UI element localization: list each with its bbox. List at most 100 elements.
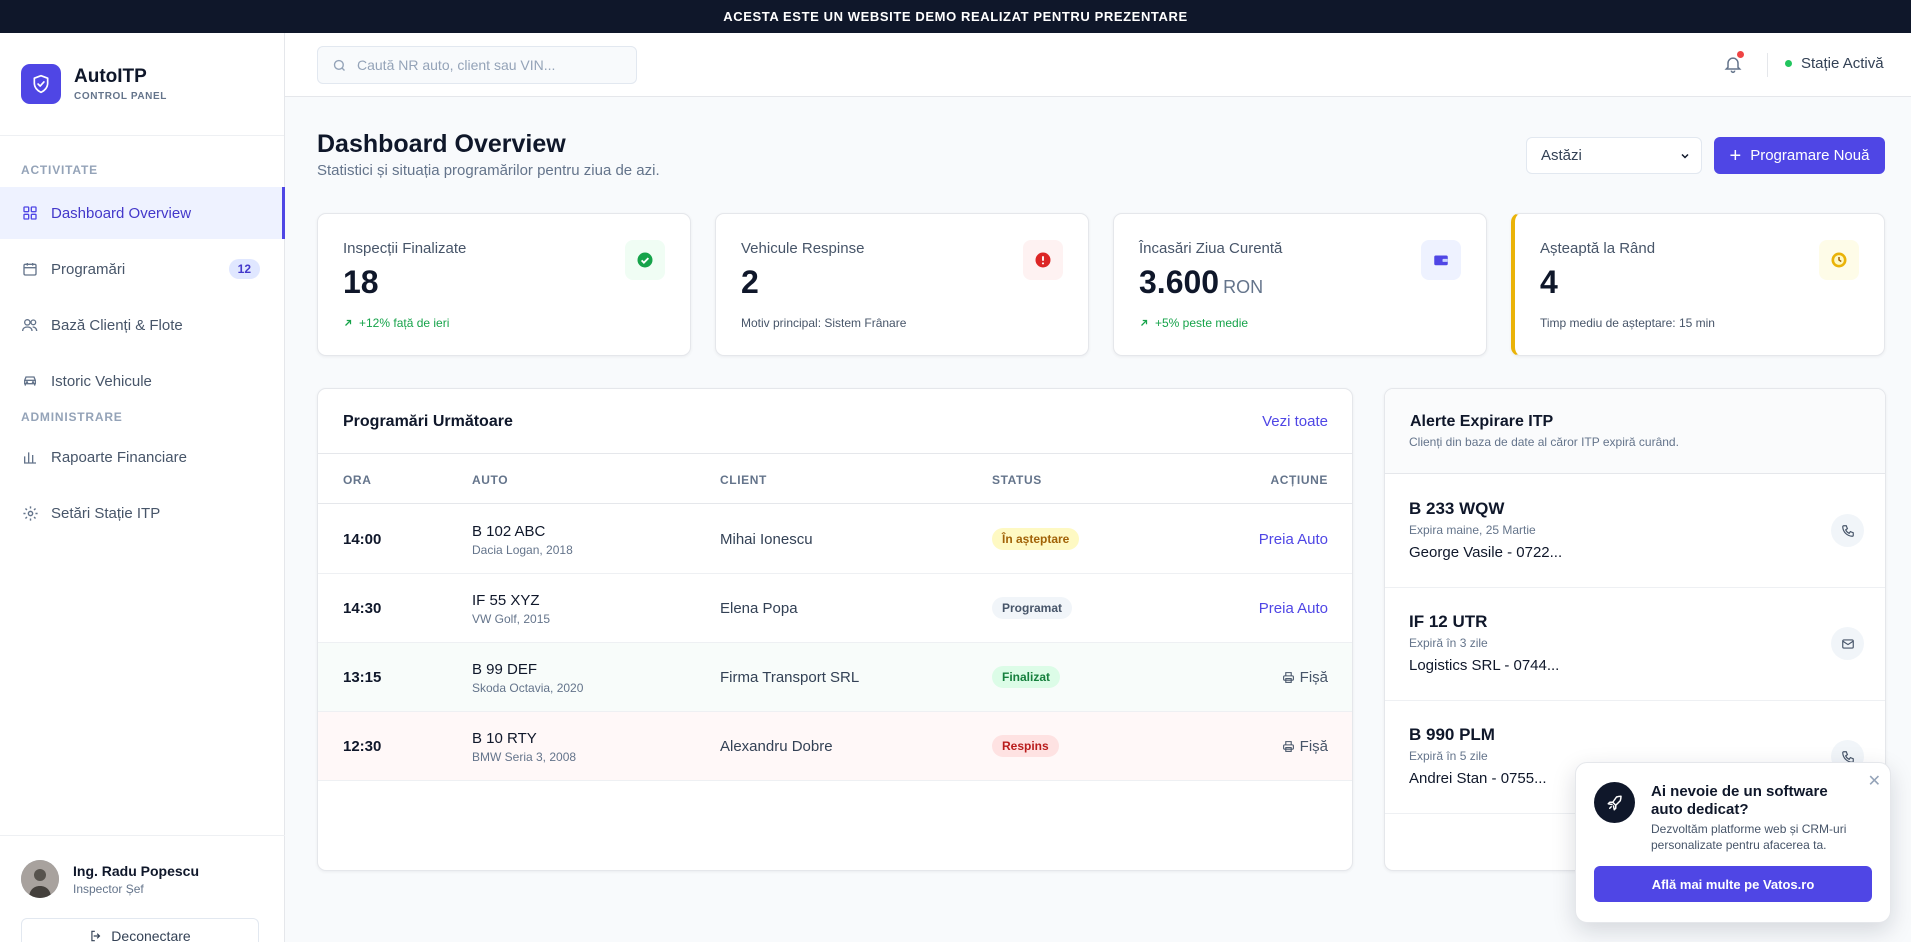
sidebar-item-reports[interactable]: Rapoarte Financiare: [0, 431, 285, 483]
header: Stație Activă: [285, 33, 1911, 97]
avatar: [21, 860, 59, 898]
sidebar-item-dashboard[interactable]: Dashboard Overview: [0, 187, 285, 239]
phone-icon: [1841, 750, 1855, 764]
new-appointment-label: Programare Nouă: [1750, 147, 1870, 164]
row-client: Mihai Ionescu: [720, 531, 813, 548]
stat-note: Timp mediu de așteptare: 15 min: [1540, 316, 1715, 330]
promo-text: Dezvoltăm platforme web și CRM-uri perso…: [1651, 822, 1847, 852]
sidebar-item-label: Setări Stație ITP: [51, 504, 161, 522]
logout-button[interactable]: Deconectare: [21, 918, 259, 942]
stat-note: +12% față de ieri: [343, 316, 449, 330]
call-button[interactable]: [1831, 514, 1864, 547]
appointments-panel: Programări Următoare Vezi toate ORA AUTO…: [317, 388, 1353, 871]
stat-label: Așteaptă la Rând: [1540, 240, 1656, 257]
promo-learn-more-button[interactable]: Află mai multe pe Vatos.ro: [1594, 866, 1872, 902]
appointments-title: Programări Următoare: [343, 413, 513, 430]
see-all-link[interactable]: Vezi toate: [1262, 413, 1328, 430]
plus-icon: +: [1729, 144, 1742, 167]
shield-check-icon: [21, 64, 61, 104]
stat-note: +5% peste medie: [1139, 316, 1248, 330]
row-plate: IF 55 XYZ: [472, 592, 540, 609]
period-value: Astăzi: [1541, 147, 1582, 164]
stat-label: Vehicule Respinse: [741, 240, 865, 257]
alert-expiry: Expiră în 3 zile: [1409, 636, 1488, 650]
alert-plate: B 990 PLM: [1409, 725, 1495, 744]
brand[interactable]: AutoITP CONTROL PANEL: [0, 33, 284, 136]
grid-icon: [21, 204, 39, 222]
car-icon: [21, 372, 39, 390]
chevron-down-icon: [1679, 150, 1691, 162]
stat-card-revenue: Încasări Ziua Curentă 3.600 RON +5% peste…: [1113, 213, 1487, 356]
col-status: STATUS: [992, 473, 1042, 487]
user-panel: Ing. Radu Popescu Inspector Șef Deconect…: [0, 835, 285, 942]
appointments-header: Programări Următoare Vezi toate: [318, 389, 1352, 454]
new-appointment-button[interactable]: + Programare Nouă: [1714, 137, 1885, 174]
station-status: Stație Activă: [1785, 55, 1884, 72]
printer-icon: [1282, 671, 1295, 684]
promo-title: Ai nevoie de un software auto dedicat?: [1651, 783, 1828, 818]
alert-contact: Logistics SRL - 0744...: [1409, 657, 1560, 674]
alert-circle-icon: [1023, 240, 1063, 280]
status-badge: În așteptare: [992, 528, 1080, 550]
user-name: Ing. Radu Popescu: [73, 863, 200, 879]
trend-up-icon: [343, 318, 353, 328]
bell-icon: [1723, 54, 1743, 74]
search-input[interactable]: [357, 57, 617, 73]
status-dot: [1785, 60, 1792, 67]
row-time: 13:15: [343, 669, 382, 686]
rocket-icon: [1594, 782, 1635, 823]
table-row: 12:30 B 10 RTY BMW Seria 3, 2008 Alexand…: [318, 712, 1352, 781]
stat-value: 3.600 RON: [1139, 264, 1264, 300]
col-vehicle: AUTO: [472, 473, 509, 487]
status-badge: Programat: [992, 597, 1073, 619]
alert-item: IF 12 UTR Expiră în 3 zile Logistics SRL…: [1385, 588, 1885, 701]
sidebar-item-label: Dashboard Overview: [51, 204, 192, 222]
row-plate: B 102 ABC: [472, 523, 546, 540]
alerts-header: Alerte Expirare ITP Clienți din baza de …: [1385, 389, 1885, 474]
search-box[interactable]: [317, 46, 637, 84]
gear-icon: [21, 504, 39, 522]
take-vehicle-button[interactable]: Preia Auto: [1258, 531, 1328, 548]
sidebar-item-clients[interactable]: Bază Clienți & Flote: [0, 299, 285, 351]
logout-icon: [89, 929, 103, 942]
alerts-subtitle: Clienți din baza de date al căror ITP ex…: [1409, 435, 1679, 449]
stat-card-queue: Așteaptă la Rând 4 Timp mediu de aștepta…: [1511, 213, 1885, 356]
email-button[interactable]: [1831, 627, 1864, 660]
col-action: ACȚIUNE: [1270, 473, 1328, 487]
clock-icon: [1819, 240, 1859, 280]
users-icon: [21, 316, 39, 334]
calendar-icon: [21, 260, 39, 278]
sidebar-item-settings[interactable]: Setări Stație ITP: [0, 487, 285, 539]
sidebar-item-label: Bază Clienți & Flote: [51, 316, 183, 334]
print-sheet-button[interactable]: Fișă: [1282, 669, 1328, 686]
take-vehicle-button[interactable]: Preia Auto: [1258, 600, 1328, 617]
nav-section-activity: ACTIVITATE: [21, 163, 98, 177]
alert-expiry: Expira maine, 25 Martie: [1409, 523, 1536, 537]
check-circle-icon: [625, 240, 665, 280]
print-sheet-button[interactable]: Fișă: [1282, 738, 1328, 755]
notifications-button[interactable]: [1723, 51, 1744, 74]
notification-dot: [1737, 51, 1744, 58]
table-row: 13:15 B 99 DEF Skoda Octavia, 2020 Firma…: [318, 643, 1352, 712]
stat-unit: RON: [1223, 277, 1264, 297]
station-status-label: Stație Activă: [1801, 55, 1884, 72]
promo-popup: ✕ Ai nevoie de un software auto dedicat?…: [1575, 762, 1891, 923]
alert-contact: George Vasile - 0722...: [1409, 544, 1563, 561]
brand-subtitle: CONTROL PANEL: [74, 91, 167, 102]
row-model: VW Golf, 2015: [472, 612, 551, 626]
row-time: 12:30: [343, 738, 382, 755]
row-plate: B 10 RTY: [472, 730, 537, 747]
stat-label: Inspecții Finalizate: [343, 240, 467, 257]
wallet-icon: [1421, 240, 1461, 280]
sidebar-item-vehicles[interactable]: Istoric Vehicule: [0, 355, 285, 407]
alert-plate: B 233 WQW: [1409, 499, 1505, 518]
alerts-title: Alerte Expirare ITP: [1410, 413, 1554, 430]
status-badge: Respins: [992, 735, 1059, 757]
stat-value: 4: [1540, 264, 1558, 300]
logout-label: Deconectare: [111, 928, 191, 942]
sidebar-item-appointments[interactable]: Programări 12: [0, 243, 285, 295]
period-select[interactable]: Astăzi: [1526, 137, 1702, 174]
row-model: BMW Seria 3, 2008: [472, 750, 577, 764]
close-icon[interactable]: ✕: [1867, 773, 1881, 790]
sidebar: AutoITP CONTROL PANEL ACTIVITATE Dashboa…: [0, 33, 285, 942]
